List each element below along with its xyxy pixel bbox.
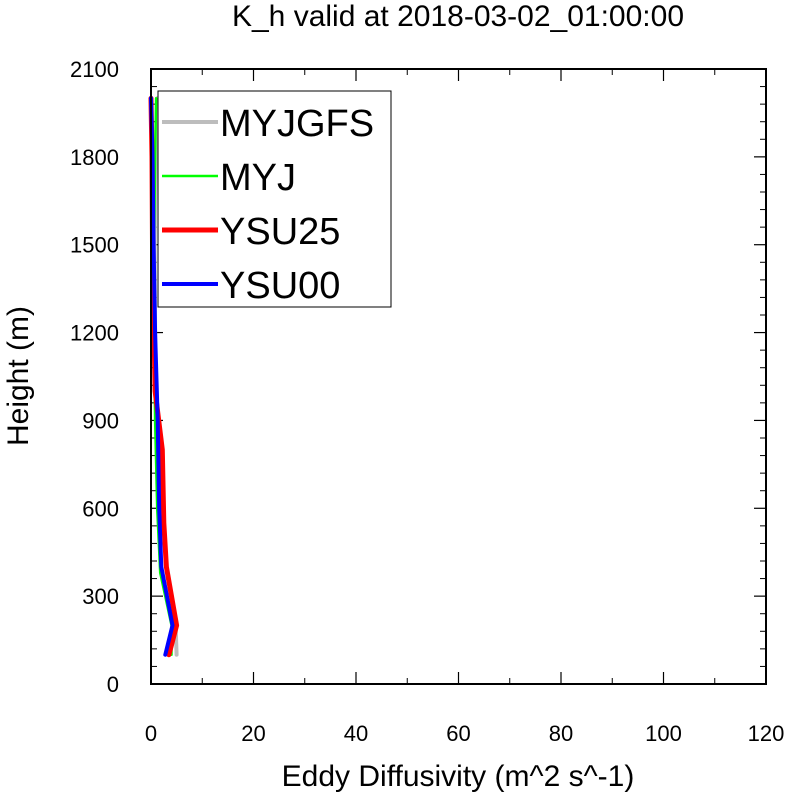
legend-label-myj: MYJ bbox=[220, 157, 296, 199]
y-tick-label: 2100 bbox=[70, 57, 119, 82]
y-axis-label: Height (m) bbox=[2, 306, 35, 446]
series-lines bbox=[148, 95, 180, 658]
x-axis-label: Eddy Diffusivity (m^2 s^-1) bbox=[282, 760, 635, 793]
y-tick-label: 300 bbox=[82, 584, 119, 609]
tick-labels: 0 20 40 60 80 100 1200300600900120015001800210… bbox=[70, 57, 784, 746]
x-tick-label: 100 bbox=[645, 721, 682, 746]
x-tick-label: 60 bbox=[446, 721, 470, 746]
legend-label-ysu00: YSU00 bbox=[220, 265, 340, 307]
y-tick-label: 900 bbox=[82, 408, 119, 433]
legend-label-myjgfs: MYJGFS bbox=[220, 103, 374, 145]
legend-box bbox=[157, 90, 392, 308]
legend-label-ysu25: YSU25 bbox=[220, 211, 340, 253]
y-tick-label: 1500 bbox=[70, 233, 119, 258]
y-tick-label: 1200 bbox=[70, 321, 119, 346]
series-line-ysu00 bbox=[149, 96, 175, 657]
x-tick-label: 40 bbox=[344, 721, 368, 746]
x-tick-label: 80 bbox=[549, 721, 573, 746]
y-tick-label: 1800 bbox=[70, 145, 119, 170]
legend: MYJGFS MYJ YSU25 YSU00 bbox=[157, 90, 392, 308]
y-tick-label: 0 bbox=[107, 672, 119, 697]
x-tick-label: 120 bbox=[748, 721, 785, 746]
x-tick-label: 20 bbox=[241, 721, 265, 746]
x-tick-label: 0 bbox=[145, 721, 157, 746]
plot-frame bbox=[150, 68, 767, 685]
chart-title: K_h valid at 2018-03-02_01:00:00 bbox=[232, 0, 684, 33]
y-tick-label: 600 bbox=[82, 496, 119, 521]
